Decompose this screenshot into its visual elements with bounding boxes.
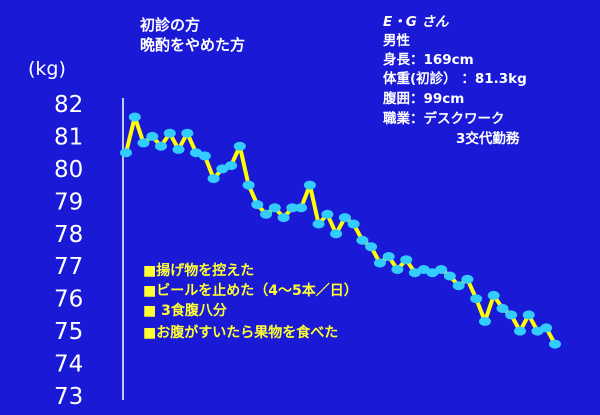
data-point xyxy=(540,323,553,333)
patient-weight: 体重(初診） ：81.3kg xyxy=(383,71,527,87)
data-point xyxy=(505,310,518,320)
data-point xyxy=(496,303,509,313)
y-tick-label: 77 xyxy=(54,254,83,280)
data-point xyxy=(260,209,273,219)
data-point xyxy=(338,213,351,223)
slide-title-line-2: 晩酌をやめた方 xyxy=(140,36,246,54)
data-point xyxy=(356,235,369,245)
data-point xyxy=(181,128,194,138)
data-point xyxy=(365,242,378,252)
patient-job-shift: 3交代勤務 xyxy=(456,131,520,147)
data-point xyxy=(242,180,255,190)
data-point xyxy=(251,200,264,210)
y-tick-label: 73 xyxy=(54,384,83,410)
data-point xyxy=(225,161,238,171)
data-point xyxy=(172,144,185,154)
patient-waist: 腹囲：99cm xyxy=(383,91,465,107)
data-point xyxy=(435,265,448,274)
y-tick-label: 80 xyxy=(54,157,83,183)
patient-height: 身長：169cm xyxy=(383,52,474,68)
data-point xyxy=(330,229,343,239)
y-tick-label: 78 xyxy=(54,222,83,248)
data-point xyxy=(347,219,360,229)
y-tick-label: 74 xyxy=(54,352,83,378)
data-point xyxy=(120,148,132,158)
data-point xyxy=(286,203,299,213)
data-point xyxy=(461,274,474,284)
data-point xyxy=(522,310,535,320)
y-tick-label: 79 xyxy=(54,189,83,215)
data-point xyxy=(391,265,404,274)
data-point xyxy=(163,128,176,138)
y-axis-unit: (kg) xyxy=(28,58,66,80)
slide-title-line-1: 初診の方 xyxy=(140,16,201,34)
data-point xyxy=(312,219,325,229)
data-point xyxy=(295,203,308,213)
data-point xyxy=(549,339,561,349)
patient-job: 職業：デスクワーク xyxy=(383,111,505,127)
data-point xyxy=(452,281,465,291)
data-point xyxy=(479,316,491,326)
note-fruit: ■お腹がすいたら果物を食べた xyxy=(143,325,339,341)
data-point xyxy=(277,213,290,223)
data-point xyxy=(128,112,141,122)
note-portion: ■ 3食腹八分 xyxy=(143,303,227,319)
data-point xyxy=(321,209,334,219)
data-point xyxy=(487,290,500,300)
data-point xyxy=(514,326,526,336)
data-point xyxy=(207,174,220,184)
data-point xyxy=(233,141,246,151)
y-tick-label: 81 xyxy=(54,124,83,150)
data-point xyxy=(137,138,150,148)
patient-name: E・G さん xyxy=(383,14,449,30)
data-point xyxy=(373,258,386,268)
data-point xyxy=(382,252,395,261)
note-fried-food: ■揚げ物を控えた xyxy=(143,263,255,279)
data-point xyxy=(198,151,211,161)
data-point xyxy=(146,131,159,141)
y-tick-label: 82 xyxy=(54,92,83,118)
data-point xyxy=(443,271,456,281)
y-tick-label: 76 xyxy=(54,287,83,313)
data-point xyxy=(470,294,483,304)
data-point xyxy=(400,255,413,265)
data-point xyxy=(268,203,281,213)
y-tick-label: 75 xyxy=(54,319,83,345)
data-point xyxy=(155,141,167,151)
data-point xyxy=(303,180,316,190)
patient-sex: 男性 xyxy=(383,33,410,49)
note-beer: ■ビールを止めた（4～5本／日） xyxy=(143,283,358,299)
